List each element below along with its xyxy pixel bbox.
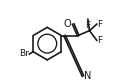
Text: N: N (84, 71, 91, 81)
Text: F: F (97, 36, 103, 45)
Text: F: F (97, 20, 103, 29)
Text: Br: Br (19, 49, 29, 58)
Text: F: F (85, 21, 90, 30)
Text: O: O (64, 19, 71, 29)
